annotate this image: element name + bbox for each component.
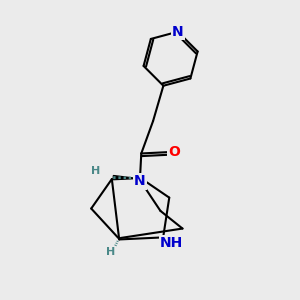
Polygon shape (113, 176, 137, 180)
Text: N: N (134, 174, 146, 188)
Text: NH: NH (160, 236, 183, 250)
Text: O: O (168, 145, 180, 159)
Text: H: H (91, 166, 100, 176)
Text: N: N (172, 25, 184, 39)
Text: H: H (106, 247, 116, 257)
